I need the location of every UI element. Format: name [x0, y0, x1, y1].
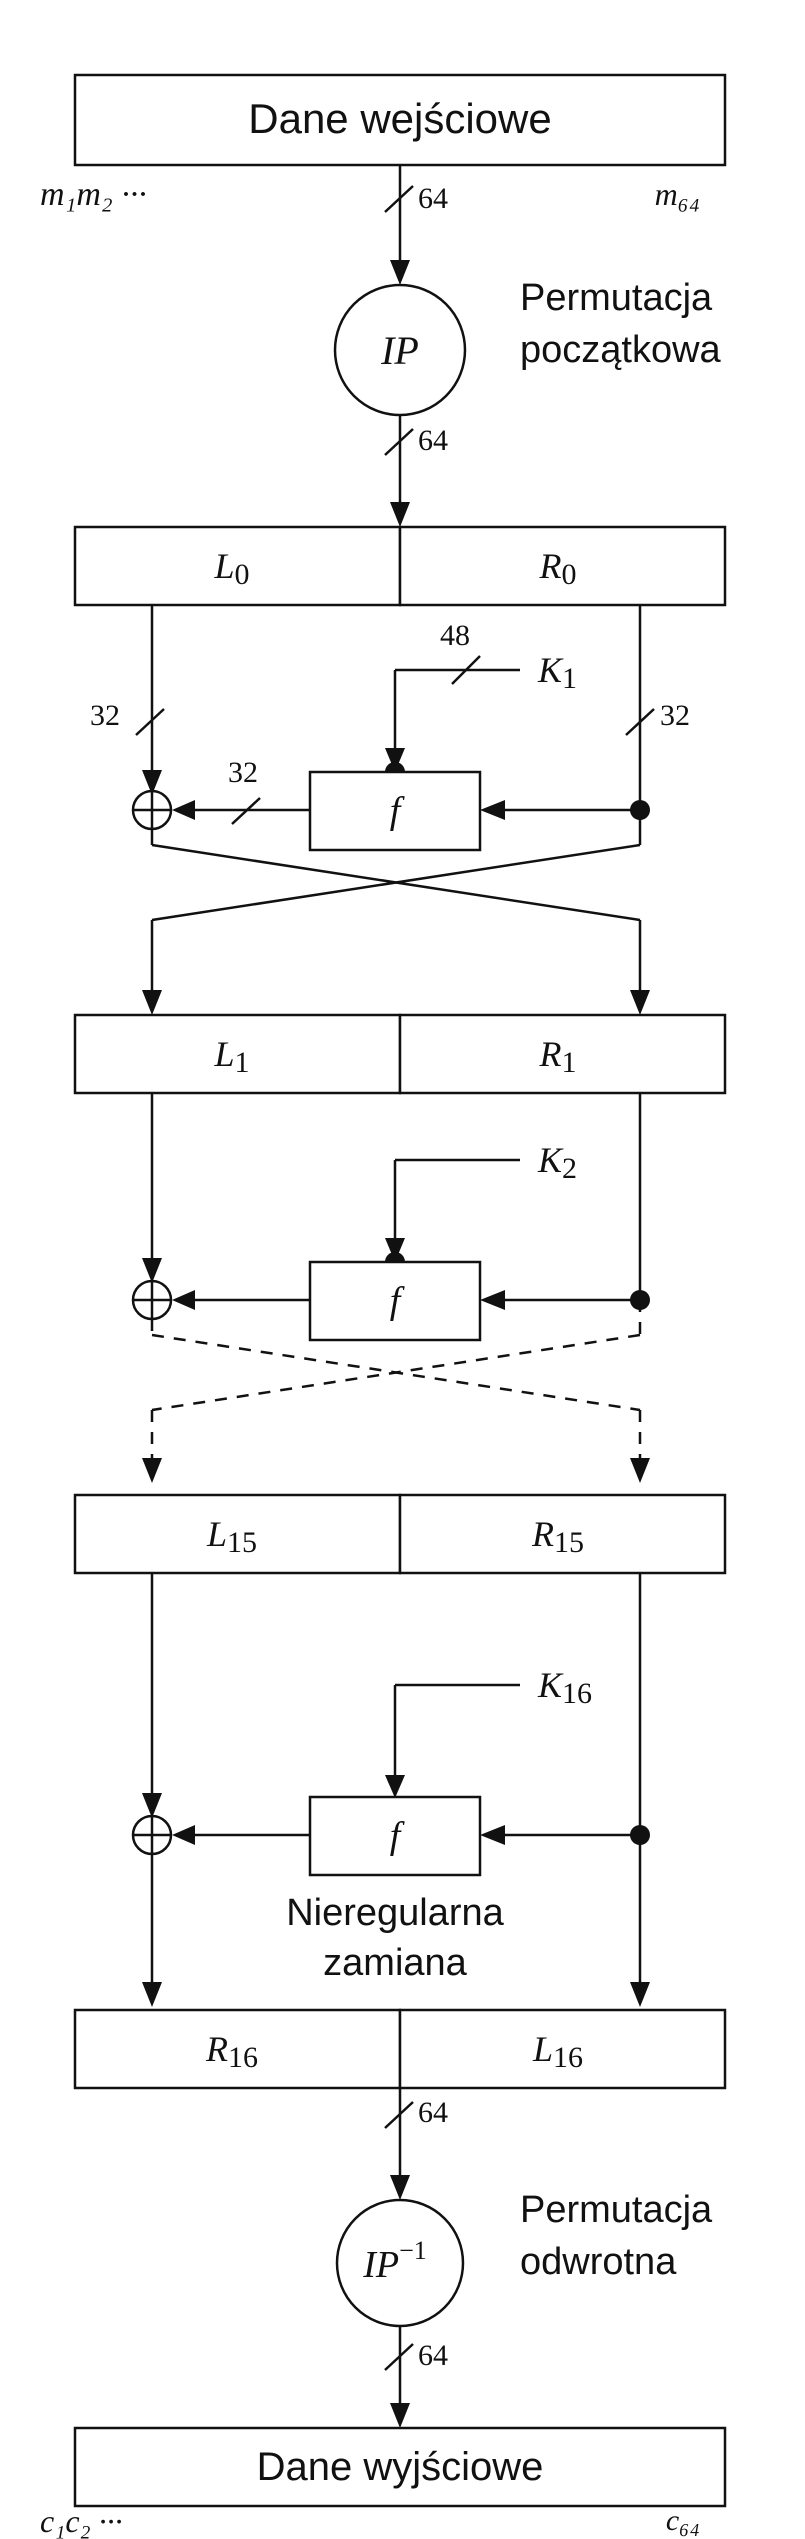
block-l1	[73, 1013, 402, 1095]
block-r15	[398, 1493, 727, 1575]
width-label-64: 64	[418, 2339, 448, 2372]
block-l15	[73, 1493, 402, 1575]
arrow-f-to-xor	[172, 800, 195, 820]
swap-caption-line2: zamiana	[323, 1942, 467, 1984]
block-r16	[73, 2008, 402, 2090]
arrow-to-r15	[630, 1458, 650, 1483]
width-tick	[135, 708, 165, 736]
label-k2: K2	[537, 1140, 577, 1185]
block-l16	[398, 2008, 727, 2090]
label-r0: R0	[539, 546, 577, 591]
width-tick	[384, 2343, 414, 2371]
label-l15: L15	[206, 1514, 257, 1559]
function-box-1	[308, 770, 482, 852]
arrow-to-f	[480, 1825, 505, 1845]
arrow-to-xor	[142, 1258, 162, 1283]
arrow-to-xor	[142, 770, 162, 795]
arrow-f-to-xor	[172, 1825, 195, 1845]
dash-cross-b	[151, 1333, 641, 1412]
output-data-box	[73, 2426, 727, 2508]
arrow-block-ipinv	[390, 2175, 410, 2200]
width-label-64: 64	[418, 2096, 448, 2129]
label-r16: R16	[205, 2029, 258, 2074]
input-bits-right: m₆₄	[655, 176, 700, 212]
output-data-label: Dane wyjściowe	[257, 2445, 544, 2489]
arrow-to-l16	[630, 1982, 650, 2007]
block-r0	[398, 525, 727, 607]
cross-line-b	[151, 843, 641, 922]
width-tick	[384, 428, 414, 456]
xor-icon	[131, 1279, 173, 1321]
width-label-64: 64	[418, 182, 448, 215]
label-r1: R1	[539, 1034, 577, 1079]
arrow-to-f	[480, 1290, 505, 1310]
width-tick	[384, 185, 414, 213]
width-tick	[625, 708, 655, 736]
xor-icon	[131, 789, 173, 831]
ip-inverse-label: IP−1	[362, 2236, 427, 2286]
swap-caption-line1: Nieregularna	[286, 1892, 504, 1934]
arrow-key-to-f	[385, 748, 405, 772]
width-tick	[451, 655, 481, 685]
width-label-32: 32	[228, 756, 258, 789]
label-l1: L1	[213, 1034, 249, 1079]
width-label-64: 64	[418, 424, 448, 457]
block-r1	[398, 1013, 727, 1095]
xor-icon	[131, 1814, 173, 1856]
label-l16: L16	[532, 2029, 583, 2074]
arrow-ip-block0	[390, 502, 410, 527]
output-bits-right: c₆₄	[666, 2504, 700, 2537]
ip-label: IP	[380, 328, 419, 373]
width-label-32: 32	[90, 699, 120, 732]
input-bits-left: m₁m₂ ···	[40, 176, 147, 213]
output-bits-left: c₁c₂ ···	[40, 2503, 123, 2539]
label-k16: K16	[537, 1665, 592, 1710]
arrow-to-r1	[630, 990, 650, 1015]
arrow-input-ip	[390, 260, 410, 285]
arrow-to-r16	[142, 1982, 162, 2007]
arrow-key-to-f	[385, 1775, 405, 1798]
label-r15: R15	[531, 1514, 584, 1559]
block-l0	[73, 525, 402, 607]
label-k1: K1	[537, 650, 577, 695]
arrow-ipinv-output	[390, 2403, 410, 2428]
ip-caption-line2: początkowa	[520, 329, 722, 371]
arrow-key-to-f	[385, 1238, 405, 1262]
arrow-to-l15	[142, 1458, 162, 1483]
ip-inverse-caption-line2: odwrotna	[520, 2241, 677, 2283]
width-tick	[231, 797, 261, 825]
width-label-32: 32	[660, 699, 690, 732]
input-data-box	[73, 73, 727, 167]
arrow-to-f	[480, 800, 505, 820]
label-l0: L0	[213, 546, 249, 591]
ip-caption-line1: Permutacja	[520, 277, 713, 319]
width-label-48: 48	[440, 619, 470, 652]
input-data-label: Dane wejściowe	[248, 95, 551, 142]
arrow-to-l1	[142, 990, 162, 1015]
arrow-f-to-xor	[172, 1290, 195, 1310]
ip-inverse-caption-line1: Permutacja	[520, 2189, 713, 2231]
arrow-to-xor	[142, 1793, 162, 1818]
width-tick	[384, 2101, 414, 2129]
